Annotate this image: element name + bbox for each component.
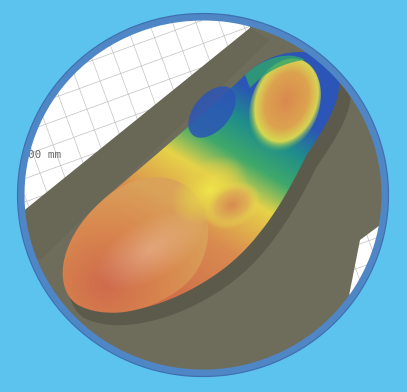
lens-ring-outer bbox=[16, 12, 390, 378]
toe-green-fringe bbox=[245, 55, 305, 88]
lens-ring bbox=[17, 13, 389, 377]
scale-label: 00 mm bbox=[28, 148, 61, 161]
ball-pressure bbox=[203, 180, 261, 230]
surface-gloss bbox=[95, 210, 205, 290]
low-pressure-zone bbox=[188, 86, 236, 138]
floor-edge-shadow bbox=[23, 28, 270, 260]
toe-high-pressure bbox=[249, 58, 321, 152]
